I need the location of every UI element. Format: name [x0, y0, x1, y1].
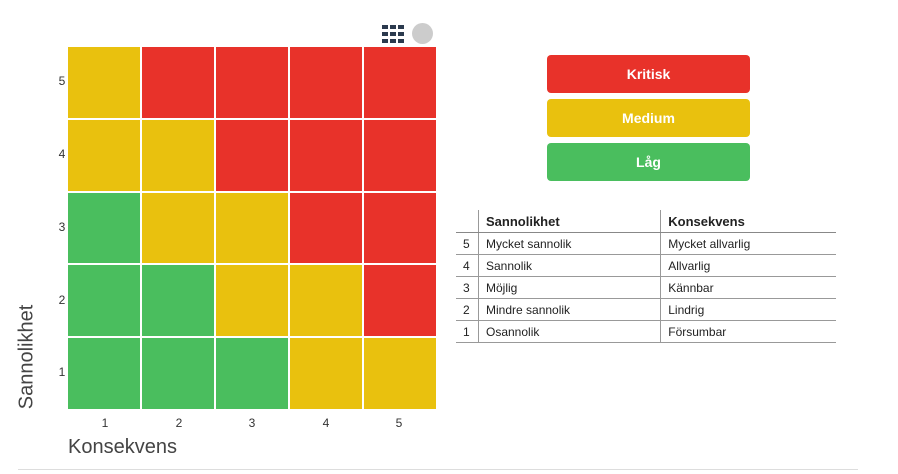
y-tick: 4: [58, 147, 66, 161]
matrix-cell-medium: [364, 338, 436, 409]
table-header-num: [456, 210, 479, 233]
matrix-cell-medium: [68, 119, 140, 191]
table-row: 2 Mindre sannolik Lindrig: [456, 298, 836, 321]
risk-matrix: [68, 47, 436, 409]
matrix-cell-medium: [216, 192, 288, 264]
row-konsekvens: Försumbar: [660, 320, 836, 343]
row-sannolikhet: Möjlig: [477, 276, 661, 299]
legend-low-button[interactable]: Låg: [547, 143, 750, 181]
x-tick: 5: [395, 416, 403, 430]
table-row: 3 Möjlig Kännbar: [456, 276, 836, 299]
matrix-cell-medium: [142, 192, 214, 264]
matrix-cell-critical: [142, 47, 214, 118]
bottom-divider: [18, 469, 858, 470]
y-axis-label: Sannolikhet: [15, 304, 38, 410]
y-tick: 5: [58, 74, 66, 88]
x-tick: 2: [175, 416, 183, 430]
level-table: Sannolikhet Konsekvens 5 Mycket sannolik…: [456, 210, 836, 343]
table-row: 4 Sannolik Allvarlig: [456, 254, 836, 277]
y-tick: 3: [58, 220, 66, 234]
table-header-konsekvens: Konsekvens: [660, 210, 836, 233]
matrix-cell-critical: [364, 47, 436, 118]
grid-icon[interactable]: [382, 25, 408, 43]
matrix-cell-critical: [364, 265, 436, 337]
matrix-cell-low: [68, 265, 140, 337]
row-number: 3: [456, 276, 479, 299]
matrix-cell-critical: [290, 47, 362, 118]
x-tick: 1: [101, 416, 109, 430]
row-number: 1: [456, 320, 479, 343]
x-tick: 3: [248, 416, 256, 430]
x-axis-label: Konsekvens: [68, 436, 177, 458]
matrix-cell-medium: [142, 119, 214, 191]
matrix-cell-critical: [290, 119, 362, 191]
matrix-cell-low: [142, 265, 214, 337]
matrix-cell-low: [68, 338, 140, 409]
table-header-row: Sannolikhet Konsekvens: [456, 210, 836, 233]
row-konsekvens: Kännbar: [660, 276, 836, 299]
matrix-cell-medium: [216, 265, 288, 337]
matrix-cell-critical: [216, 47, 288, 118]
matrix-cell-low: [216, 338, 288, 409]
row-sannolikhet: Mindre sannolik: [477, 298, 661, 321]
row-konsekvens: Lindrig: [660, 298, 836, 321]
table-row: 1 Osannolik Försumbar: [456, 320, 836, 343]
row-number: 5: [456, 232, 479, 255]
y-tick: 1: [58, 365, 66, 379]
matrix-cell-medium: [290, 265, 362, 337]
table-header-sannolikhet: Sannolikhet: [477, 210, 661, 233]
row-konsekvens: Mycket allvarlig: [660, 232, 836, 255]
matrix-cell-critical: [364, 192, 436, 264]
matrix-cell-critical: [364, 119, 436, 191]
row-sannolikhet: Sannolik: [477, 254, 661, 277]
legend-medium-button[interactable]: Medium: [547, 99, 750, 137]
row-sannolikhet: Osannolik: [477, 320, 661, 343]
row-konsekvens: Allvarlig: [660, 254, 836, 277]
matrix-cell-low: [68, 192, 140, 264]
table-row: 5 Mycket sannolik Mycket allvarlig: [456, 232, 836, 255]
matrix-cell-medium: [68, 47, 140, 118]
x-tick: 4: [322, 416, 330, 430]
legend-critical-button[interactable]: Kritisk: [547, 55, 750, 93]
chart-toolbar: [382, 22, 434, 44]
row-sannolikhet: Mycket sannolik: [477, 232, 661, 255]
circle-button[interactable]: [412, 23, 433, 44]
y-tick: 2: [58, 293, 66, 307]
matrix-cell-medium: [290, 338, 362, 409]
row-number: 4: [456, 254, 479, 277]
matrix-cell-critical: [290, 192, 362, 264]
matrix-cell-critical: [216, 119, 288, 191]
row-number: 2: [456, 298, 479, 321]
matrix-cell-low: [142, 338, 214, 409]
